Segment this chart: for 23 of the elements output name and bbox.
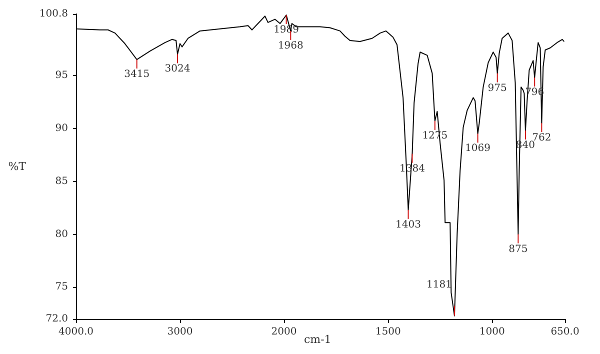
x-tick-label: 3000 [167,326,193,338]
y-tick-label: 80 [55,228,68,240]
y-tick-label: 85 [55,176,68,187]
y-tick-label: 95 [55,70,68,81]
y-tick-label: 100.8 [39,8,68,20]
y-tick-label: 90 [55,122,68,134]
y-axis-title: %T [8,160,27,173]
annotation: 1403 [396,219,421,230]
annotation: 975 [488,82,507,94]
x-axis-title: cm-1 [304,333,332,346]
x-tick-label: 1000 [479,326,505,338]
annotation: 1968 [278,40,304,52]
x-tick-label: 2000 [271,326,297,338]
y-tick-label: 75 [55,282,68,293]
x-tick-label: 4000.0 [58,326,94,338]
annotation: 3024 [164,64,190,75]
x-tick-label: 1500 [375,326,401,338]
x-tick-label: 650.0 [550,326,580,338]
annotation: 875 [508,244,528,255]
annotation: 3415 [124,69,150,80]
y-tick-label: 72.0 [46,314,68,324]
annotation: 1181 [426,279,452,290]
annotation: 1069 [465,143,491,154]
